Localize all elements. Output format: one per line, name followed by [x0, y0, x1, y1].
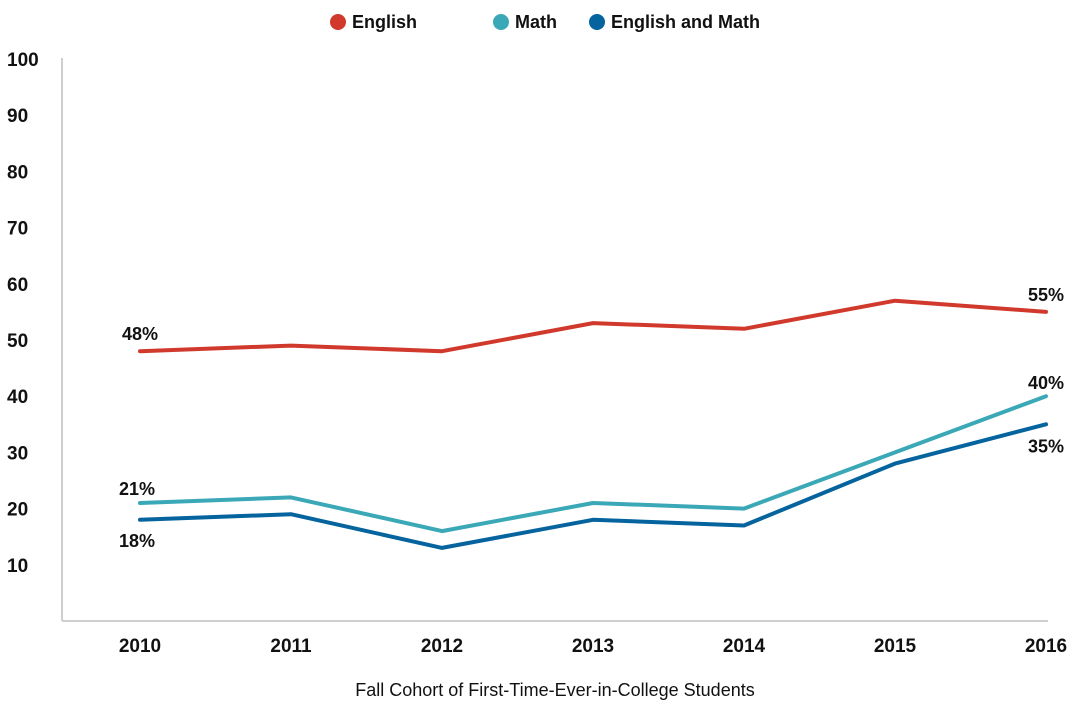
y-tick-label-10: 10 — [7, 556, 28, 577]
legend-item-math: Math — [493, 12, 557, 32]
y-tick-label-20: 20 — [7, 500, 28, 521]
x-tick-label-2016: 2016 — [1025, 636, 1067, 657]
legend-item-english: English — [330, 12, 417, 32]
data-label-math-2010: 21% — [119, 479, 155, 499]
data-labels: 48% 55% 21% 40% 18% 35% — [119, 285, 1064, 551]
series-line-math — [138, 394, 1048, 534]
y-tick-label-80: 80 — [7, 162, 28, 183]
y-tick-label-50: 50 — [7, 331, 28, 352]
legend-marker-english — [330, 14, 346, 30]
x-tick-label-2013: 2013 — [572, 636, 614, 657]
x-axis-ticks: 2010 2011 2012 2013 2014 2015 2016 — [119, 636, 1067, 657]
legend-marker-math — [493, 14, 509, 30]
x-tick-label-2012: 2012 — [421, 636, 463, 657]
data-label-english-and-math-2016: 35% — [1028, 436, 1064, 456]
y-tick-label-40: 40 — [7, 387, 28, 408]
series-line-english-and-math — [138, 422, 1048, 550]
axes — [61, 58, 1048, 622]
y-tick-label-30: 30 — [7, 443, 28, 464]
series-line-english — [138, 298, 1048, 354]
data-label-english-2010: 48% — [122, 324, 158, 344]
x-axis-title: Fall Cohort of First-Time-Ever-in-Colleg… — [355, 680, 754, 700]
y-tick-label-100: 100 — [7, 50, 39, 71]
data-label-english-2016: 55% — [1028, 285, 1064, 305]
legend-label-english-and-math: English and Math — [611, 12, 760, 32]
x-tick-label-2014: 2014 — [723, 636, 766, 657]
data-label-math-2016: 40% — [1028, 373, 1064, 393]
legend-marker-english-and-math — [589, 14, 605, 30]
legend-label-english: English — [352, 12, 417, 32]
y-tick-label-90: 90 — [7, 106, 28, 127]
x-tick-label-2015: 2015 — [874, 636, 917, 657]
y-tick-label-70: 70 — [7, 219, 28, 240]
x-tick-label-2010: 2010 — [119, 636, 161, 657]
x-tick-label-2011: 2011 — [270, 636, 312, 657]
series-lines — [138, 298, 1048, 550]
y-axis-ticks: 10 20 30 40 50 60 70 80 90 100 — [7, 50, 39, 577]
data-label-english-and-math-2010: 18% — [119, 531, 155, 551]
legend-item-english-and-math: English and Math — [589, 12, 760, 32]
legend-label-math: Math — [515, 12, 557, 32]
legend: English Math English and Math — [330, 12, 760, 32]
y-tick-label-60: 60 — [7, 275, 28, 296]
